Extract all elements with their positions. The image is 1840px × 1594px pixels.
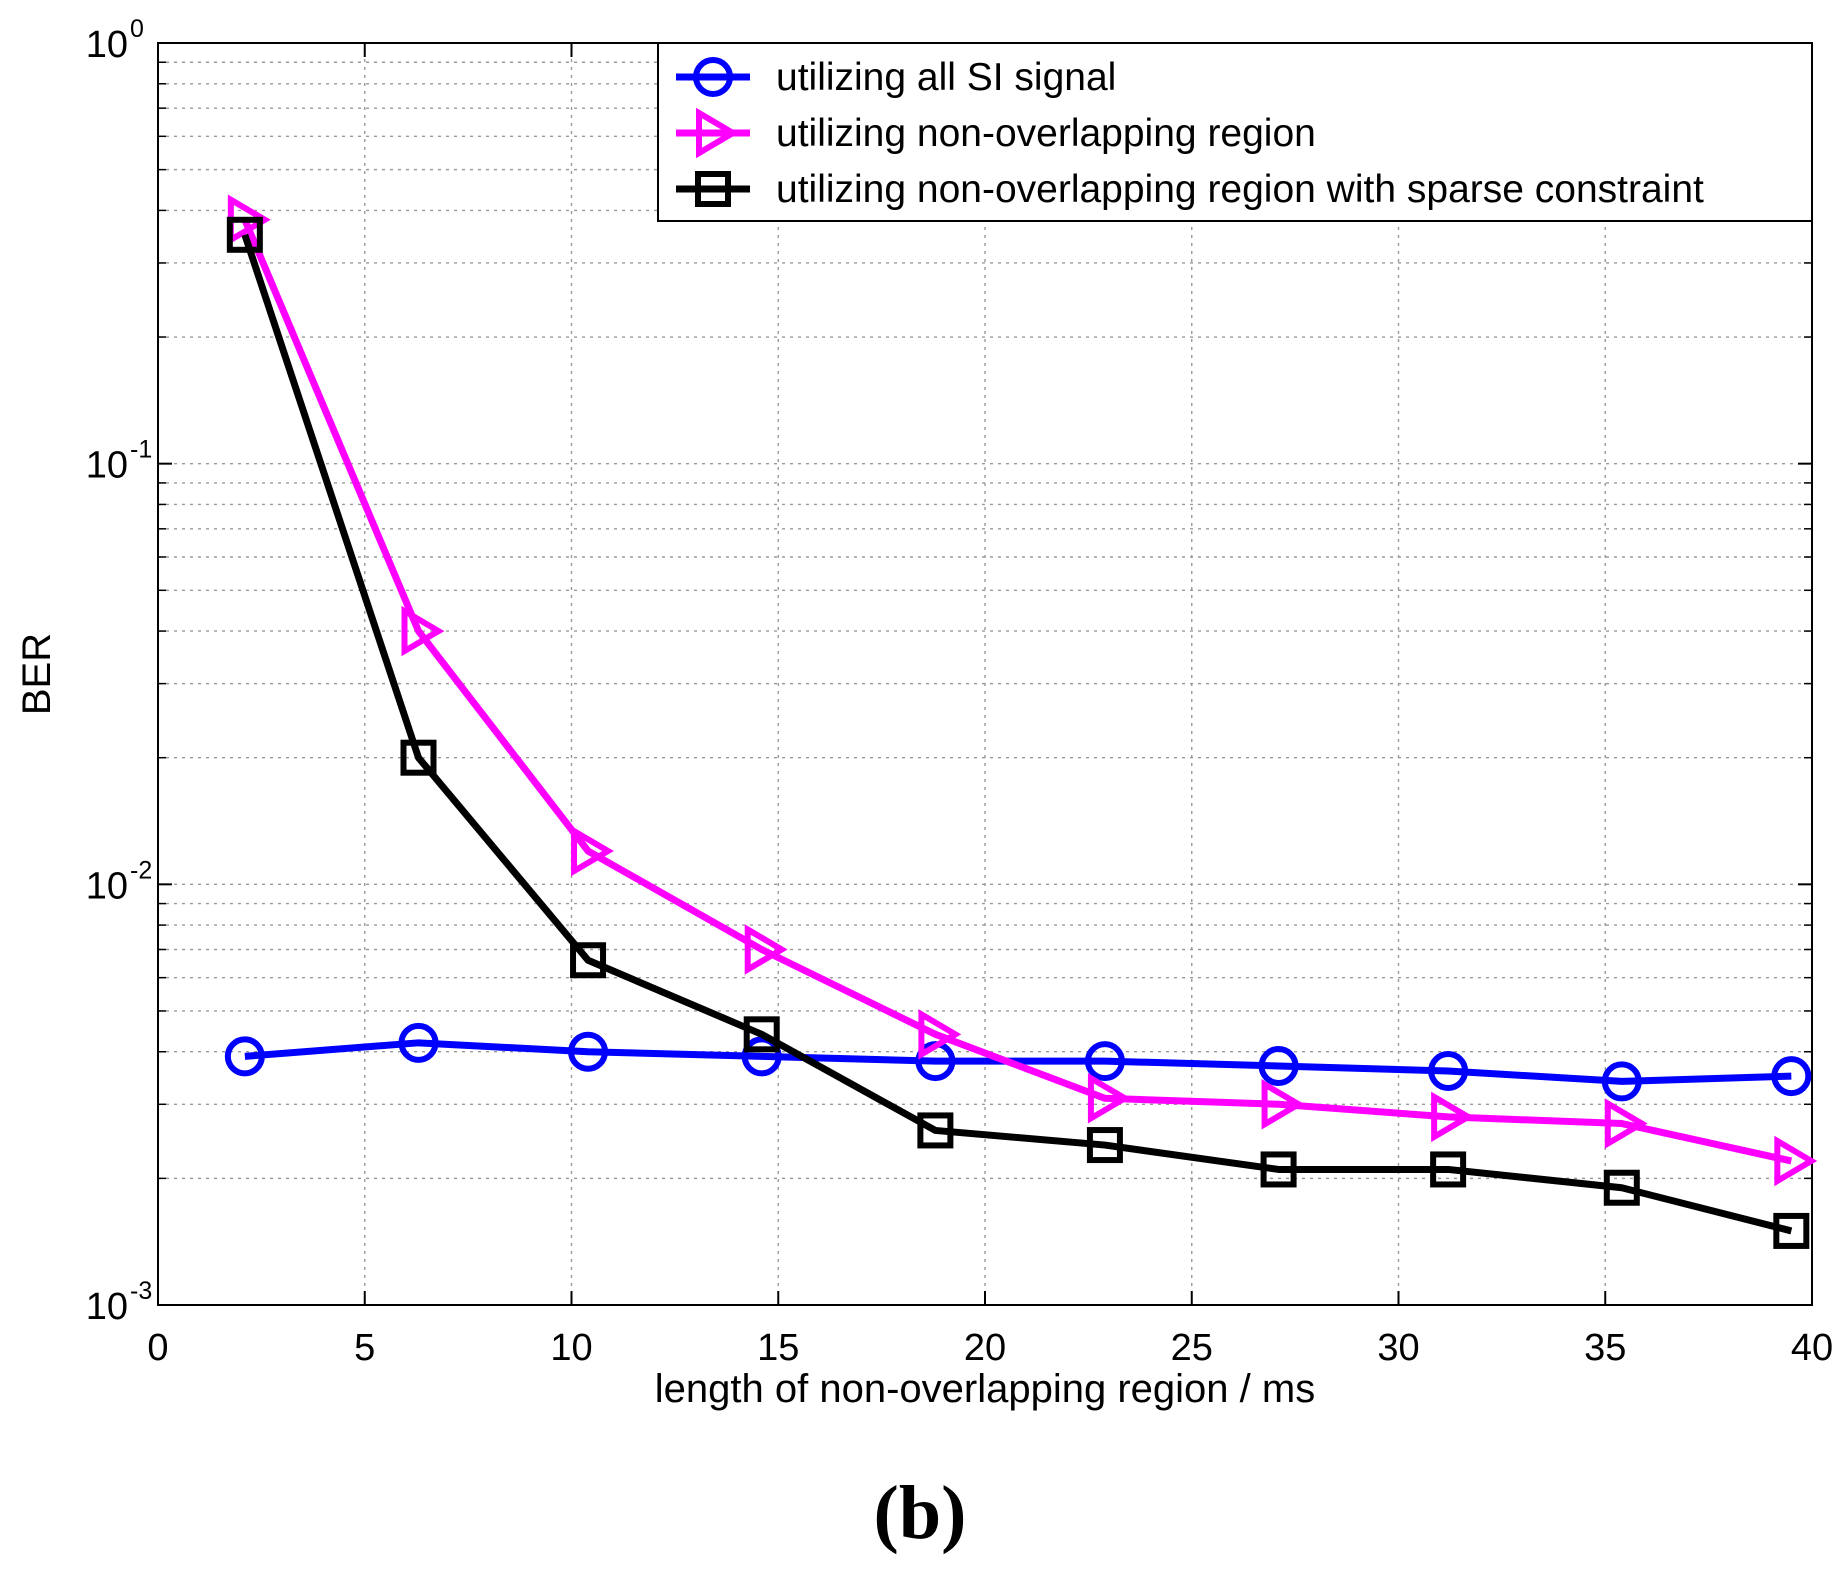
x-tick-label: 15	[757, 1327, 799, 1369]
series-line	[244, 1039, 1792, 1085]
legend-label: utilizing non-overlapping region	[776, 112, 1316, 155]
data-point	[741, 1036, 782, 1077]
data-point	[1428, 1050, 1469, 1091]
y-axis-label: BER	[15, 633, 59, 715]
data-point	[743, 1016, 780, 1053]
y-tick-exponent: -3	[130, 1277, 152, 1305]
figure-caption: (b)	[873, 1471, 967, 1555]
data-point	[1086, 1127, 1123, 1164]
data-point	[918, 1009, 962, 1060]
x-tick-label: 10	[550, 1327, 592, 1369]
y-tick-label: 10	[86, 1286, 128, 1328]
data-point	[1261, 1079, 1305, 1130]
data-point	[1431, 1091, 1475, 1143]
y-tick-exponent: 0	[130, 15, 144, 43]
x-tick-label: 0	[147, 1327, 168, 1369]
series-1	[224, 1022, 1812, 1102]
y-tick-exponent: -2	[130, 856, 152, 884]
data-point	[917, 1112, 954, 1149]
legend-marker	[693, 57, 733, 97]
legend-marker	[695, 171, 731, 207]
x-tick-label: 25	[1171, 1327, 1213, 1369]
data-point	[398, 1022, 439, 1063]
grid	[158, 43, 1812, 1305]
data-point	[224, 1036, 265, 1077]
y-tick-label: 10	[86, 445, 128, 487]
data-point	[1258, 1045, 1299, 1086]
data-point	[1601, 1061, 1642, 1102]
data-point	[571, 825, 614, 877]
data-point	[1084, 1041, 1125, 1082]
series-3	[226, 216, 1810, 1249]
data-point	[1604, 1098, 1648, 1149]
legend-label: utilizing all SI signal	[776, 56, 1116, 99]
x-tick-label: 35	[1584, 1327, 1626, 1369]
data-point	[568, 1031, 609, 1072]
data-point	[570, 942, 607, 979]
legend-box	[657, 42, 1813, 222]
y-tick-label: 10	[86, 865, 128, 907]
y-tick-label: 10	[86, 24, 128, 66]
data-point	[744, 924, 788, 975]
legend-label: utilizing non-overlapping region with sp…	[776, 168, 1704, 211]
data-point	[1260, 1151, 1297, 1188]
data-point	[226, 216, 263, 253]
data-point	[400, 739, 437, 776]
data-point	[1773, 1212, 1810, 1249]
x-tick-label: 20	[964, 1327, 1006, 1369]
data-point	[401, 605, 445, 657]
data-point	[1774, 1135, 1818, 1187]
y-tick-exponent: -1	[130, 436, 152, 464]
legend-marker	[696, 107, 739, 159]
x-axis-label: length of non-overlapping region / ms	[655, 1367, 1315, 1411]
data-point	[1603, 1169, 1640, 1206]
data-point	[1430, 1151, 1467, 1188]
x-tick-label: 40	[1791, 1327, 1833, 1369]
series-line	[241, 233, 1793, 1235]
data-point	[1771, 1056, 1812, 1097]
series-lines	[224, 194, 1818, 1249]
series-line	[241, 218, 1793, 1165]
legend: utilizing all SI signal utilizing non-ove…	[657, 42, 1813, 222]
series-2	[227, 194, 1818, 1187]
x-tick-label: 5	[354, 1327, 375, 1369]
x-tick-label: 30	[1377, 1327, 1419, 1369]
data-point	[1087, 1073, 1131, 1124]
